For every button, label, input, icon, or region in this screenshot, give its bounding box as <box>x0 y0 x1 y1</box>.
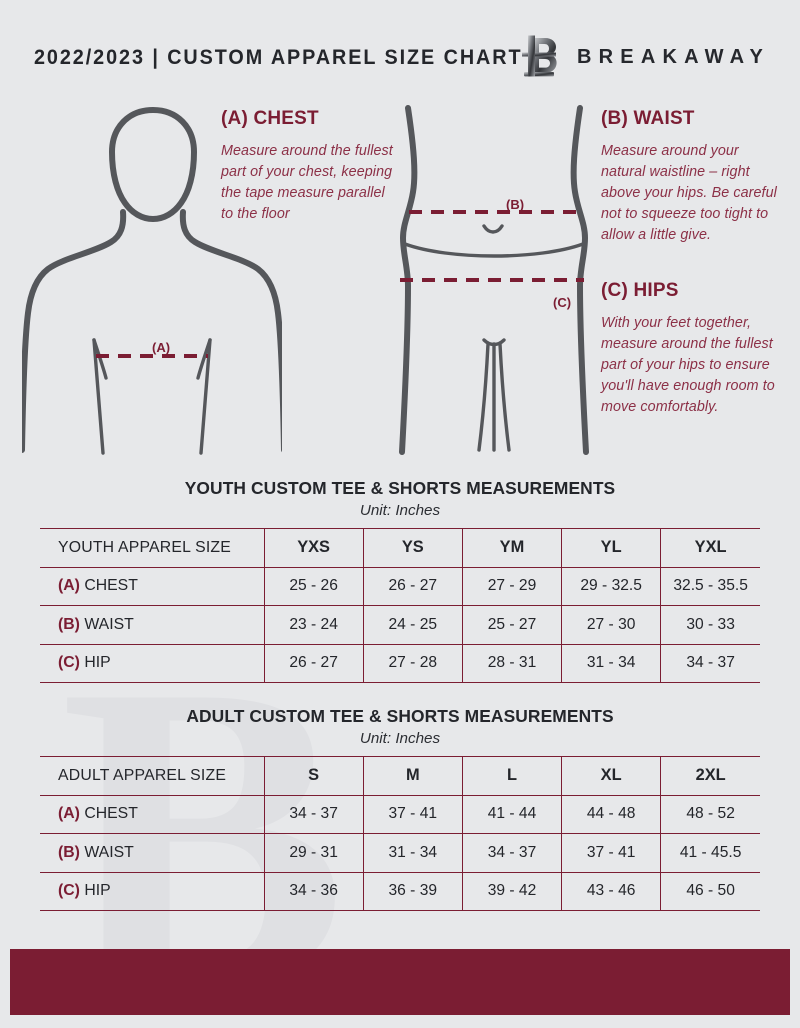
cell-adult-waist-m: 31 - 34 <box>362 833 463 873</box>
upper-body-silhouette-icon <box>19 104 287 461</box>
lower-body-silhouette-icon <box>388 104 600 461</box>
adult-section-title: ADULT CUSTOM TEE & SHORTS MEASUREMENTS <box>186 706 614 726</box>
cell-adult-chest-l: 41 - 44 <box>461 794 562 834</box>
chest-measure-tag: (A) <box>152 340 171 355</box>
cell-adult-chest-2xl: 48 - 52 <box>660 794 760 834</box>
column-header-s: S <box>263 756 364 796</box>
instruction-block-waist: (B) WAIST Measure around your natural wa… <box>601 108 777 246</box>
cell-adult-hip-xl: 43 - 46 <box>561 871 661 911</box>
adult-measurements-section: ADULT CUSTOM TEE & SHORTS MEASUREMENTS U… <box>40 706 760 911</box>
table-row: (B) WAIST 29 - 31 31 - 34 34 - 37 37 - 4… <box>40 833 760 873</box>
column-header-m: M <box>362 756 463 796</box>
column-header-2xl: 2XL <box>660 756 760 796</box>
instruction-body-chest: Measure around the fullest part of your … <box>221 143 393 223</box>
cell-youth-hip-yl: 31 - 34 <box>561 643 661 683</box>
instruction-heading-waist: (B) WAIST <box>601 108 695 129</box>
youth-corner-header: YOUTH APPAREL SIZE <box>40 528 264 568</box>
cell-youth-hip-yxl: 34 - 37 <box>660 643 760 683</box>
column-header-xl: XL <box>561 756 661 796</box>
cell-youth-waist-yxl: 30 - 33 <box>660 605 760 645</box>
table-row: (C) HIP 34 - 36 36 - 39 39 - 42 43 - 46 … <box>40 871 760 911</box>
row-tag-b: (B) <box>58 615 80 633</box>
cell-youth-hip-ys: 27 - 28 <box>362 643 463 683</box>
adult-size-table: ADULT APPAREL SIZE S M L XL 2XL (A) CHES… <box>40 756 760 911</box>
row-tag-a: (A) <box>58 805 80 823</box>
row-label-hip: (C) HIP <box>40 871 264 911</box>
adult-section-unit: Unit: Inches <box>359 730 441 747</box>
row-label-text: HIP <box>84 654 111 672</box>
adult-corner-header: ADULT APPAREL SIZE <box>40 756 264 796</box>
table-header-row: YOUTH APPAREL SIZE YXS YS YM YL YXL <box>40 528 760 568</box>
column-header-yl: YL <box>561 528 661 568</box>
row-label-chest: (A) CHEST <box>40 794 264 834</box>
table-row: (A) CHEST 25 - 26 26 - 27 27 - 29 29 - 3… <box>40 566 760 606</box>
table-header-row: ADULT APPAREL SIZE S M L XL 2XL <box>40 756 760 796</box>
page-header: 2022/2023 | CUSTOM APPAREL SIZE CHART <box>0 28 800 86</box>
column-header-ys: YS <box>362 528 463 568</box>
page-title: 2022/2023 | CUSTOM APPAREL SIZE CHART <box>34 44 523 69</box>
brand-lockup: BREAKAWAY <box>519 33 770 81</box>
cell-adult-waist-l: 34 - 37 <box>461 833 562 873</box>
row-tag-a: (A) <box>58 577 80 595</box>
cell-adult-hip-l: 39 - 42 <box>461 871 562 911</box>
youth-section-unit: Unit: Inches <box>359 502 441 519</box>
cell-youth-chest-yl: 29 - 32.5 <box>561 566 661 606</box>
column-header-yxs: YXS <box>263 528 364 568</box>
waist-measure-tag: (B) <box>506 197 525 212</box>
column-header-yxl: YXL <box>660 528 760 568</box>
footer-bar <box>10 949 790 1015</box>
cell-adult-waist-xl: 37 - 41 <box>561 833 661 873</box>
cell-youth-waist-yxs: 23 - 24 <box>263 605 364 645</box>
row-label-text: CHEST <box>84 577 138 595</box>
table-row: (A) CHEST 34 - 37 37 - 41 41 - 44 44 - 4… <box>40 794 760 834</box>
brand-name: BREAKAWAY <box>577 45 770 68</box>
row-label-chest: (A) CHEST <box>40 566 264 606</box>
row-label-text: WAIST <box>84 615 134 633</box>
cell-adult-chest-s: 34 - 37 <box>263 794 364 834</box>
cell-adult-hip-2xl: 46 - 50 <box>660 871 760 911</box>
cell-youth-hip-ym: 28 - 31 <box>461 643 562 683</box>
cell-adult-chest-xl: 44 - 48 <box>561 794 661 834</box>
cell-youth-waist-ys: 24 - 25 <box>362 605 463 645</box>
youth-section-title: YOUTH CUSTOM TEE & SHORTS MEASUREMENTS <box>184 478 616 498</box>
row-label-waist: (B) WAIST <box>40 833 264 873</box>
table-row: (C) HIP 26 - 27 27 - 28 28 - 31 31 - 34 … <box>40 643 760 683</box>
cell-adult-chest-m: 37 - 41 <box>362 794 463 834</box>
cell-youth-chest-yxl: 32.5 - 35.5 <box>660 566 760 606</box>
instruction-block-chest: (A) CHEST Measure around the fullest par… <box>221 108 396 225</box>
cell-youth-hip-yxs: 26 - 27 <box>263 643 364 683</box>
row-label-text: CHEST <box>84 805 138 823</box>
row-tag-b: (B) <box>58 843 80 861</box>
breakaway-b-monogram-icon <box>519 33 561 81</box>
hips-measure-tag: (C) <box>553 295 572 310</box>
cell-youth-waist-ym: 25 - 27 <box>461 605 562 645</box>
row-label-text: WAIST <box>84 843 134 861</box>
cell-youth-chest-yxs: 25 - 26 <box>263 566 364 606</box>
cell-youth-waist-yl: 27 - 30 <box>561 605 661 645</box>
row-label-hip: (C) HIP <box>40 643 264 683</box>
row-label-text: HIP <box>84 882 111 900</box>
column-header-l: L <box>461 756 562 796</box>
instruction-body-hips: With your feet together, measure around … <box>601 315 775 416</box>
cell-adult-waist-2xl: 41 - 45.5 <box>660 833 760 873</box>
youth-size-table: YOUTH APPAREL SIZE YXS YS YM YL YXL (A) … <box>40 528 760 683</box>
cell-youth-chest-ym: 27 - 29 <box>461 566 562 606</box>
instruction-block-hips: (C) HIPS With your feet together, measur… <box>601 280 779 418</box>
instruction-heading-hips: (C) HIPS <box>601 280 679 301</box>
instruction-heading-chest: (A) CHEST <box>221 108 319 129</box>
table-row: (B) WAIST 23 - 24 24 - 25 25 - 27 27 - 3… <box>40 605 760 645</box>
row-tag-c: (C) <box>58 654 80 672</box>
cell-adult-hip-s: 34 - 36 <box>263 871 364 911</box>
cell-adult-waist-s: 29 - 31 <box>263 833 364 873</box>
row-label-waist: (B) WAIST <box>40 605 264 645</box>
row-tag-c: (C) <box>58 882 80 900</box>
cell-youth-chest-ys: 26 - 27 <box>362 566 463 606</box>
youth-measurements-section: YOUTH CUSTOM TEE & SHORTS MEASUREMENTS U… <box>40 478 760 683</box>
cell-adult-hip-m: 36 - 39 <box>362 871 463 911</box>
instruction-body-waist: Measure around your natural waistline – … <box>601 143 777 244</box>
column-header-ym: YM <box>461 528 562 568</box>
